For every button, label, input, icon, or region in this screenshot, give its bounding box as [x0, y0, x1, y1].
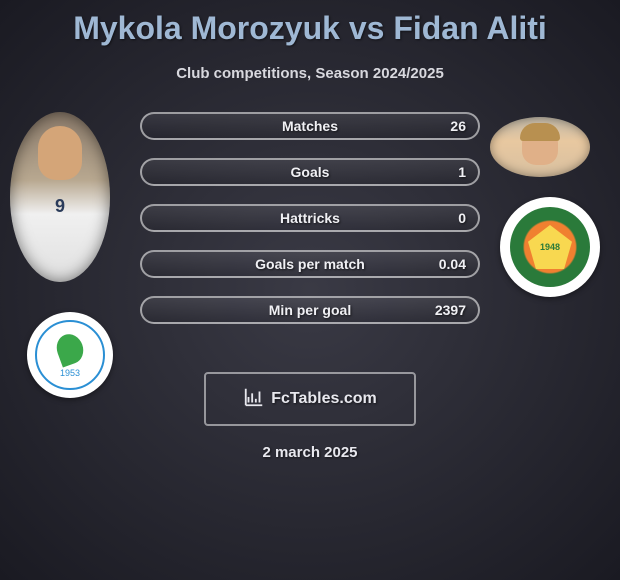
stat-row: Matches 26 [140, 112, 480, 140]
stats-bars: Matches 26 Goals 1 Hattricks 0 Goals per… [140, 112, 480, 324]
stat-value: 0.04 [439, 256, 466, 272]
player-right-avatar [490, 117, 590, 177]
leaf-icon [53, 330, 88, 367]
stat-label: Goals [291, 164, 330, 180]
brand-label: FcTables.com [271, 390, 377, 408]
comparison-panel: Matches 26 Goals 1 Hattricks 0 Goals per… [0, 112, 620, 324]
stat-value: 0 [458, 210, 466, 226]
stat-label: Min per goal [269, 302, 351, 318]
stat-row: Goals 1 [140, 158, 480, 186]
stat-value: 2397 [435, 302, 466, 318]
stat-row: Hattricks 0 [140, 204, 480, 232]
chart-icon [243, 386, 265, 413]
stat-row: Goals per match 0.04 [140, 250, 480, 278]
subtitle: Club competitions, Season 2024/2025 [0, 65, 620, 82]
brand-box: FcTables.com [204, 372, 416, 426]
stat-row: Min per goal 2397 [140, 296, 480, 324]
club-right-badge [500, 197, 600, 297]
stat-label: Goals per match [255, 256, 365, 272]
date-label: 2 march 2025 [0, 444, 620, 461]
page-title: Mykola Morozyuk vs Fidan Aliti [0, 0, 620, 47]
stat-label: Hattricks [280, 210, 340, 226]
pentagon-icon [528, 225, 572, 269]
stat-label: Matches [282, 118, 338, 134]
stat-value: 1 [458, 164, 466, 180]
stat-value: 26 [450, 118, 466, 134]
club-left-badge [27, 312, 113, 398]
player-left-avatar [10, 112, 110, 282]
